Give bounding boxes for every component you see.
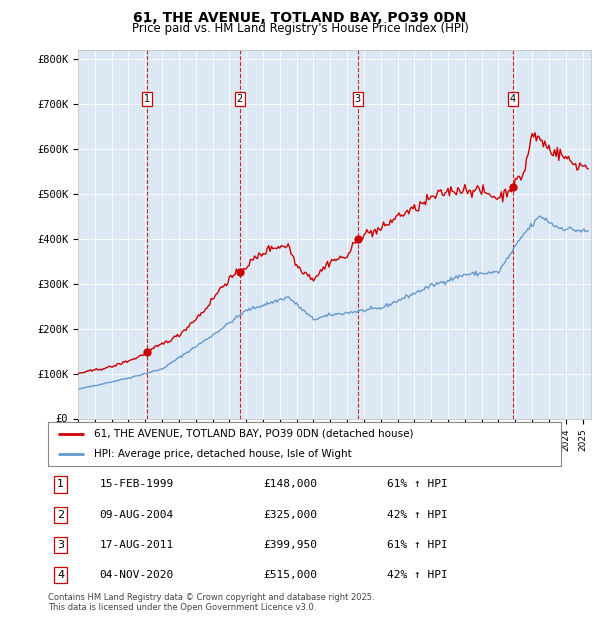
Text: Price paid vs. HM Land Registry's House Price Index (HPI): Price paid vs. HM Land Registry's House … <box>131 22 469 35</box>
Text: 61% ↑ HPI: 61% ↑ HPI <box>386 479 448 489</box>
Text: £515,000: £515,000 <box>263 570 317 580</box>
Text: 1: 1 <box>58 479 64 489</box>
Text: HPI: Average price, detached house, Isle of Wight: HPI: Average price, detached house, Isle… <box>94 449 352 459</box>
Text: This data is licensed under the Open Government Licence v3.0.: This data is licensed under the Open Gov… <box>48 603 316 612</box>
Text: 61, THE AVENUE, TOTLAND BAY, PO39 0DN: 61, THE AVENUE, TOTLAND BAY, PO39 0DN <box>133 11 467 25</box>
Text: 42% ↑ HPI: 42% ↑ HPI <box>386 510 448 520</box>
Text: 4: 4 <box>509 94 515 104</box>
Text: 2: 2 <box>57 510 64 520</box>
Text: 3: 3 <box>355 94 361 104</box>
Text: £325,000: £325,000 <box>263 510 317 520</box>
Text: 4: 4 <box>57 570 64 580</box>
Text: 3: 3 <box>58 540 64 550</box>
Text: 61, THE AVENUE, TOTLAND BAY, PO39 0DN (detached house): 61, THE AVENUE, TOTLAND BAY, PO39 0DN (d… <box>94 428 413 439</box>
Text: 04-NOV-2020: 04-NOV-2020 <box>100 570 173 580</box>
Text: 42% ↑ HPI: 42% ↑ HPI <box>386 570 448 580</box>
Text: Contains HM Land Registry data © Crown copyright and database right 2025.: Contains HM Land Registry data © Crown c… <box>48 593 374 602</box>
Text: 2: 2 <box>236 94 243 104</box>
Text: 17-AUG-2011: 17-AUG-2011 <box>100 540 173 550</box>
Text: 61% ↑ HPI: 61% ↑ HPI <box>386 540 448 550</box>
Text: 1: 1 <box>144 94 151 104</box>
Text: £399,950: £399,950 <box>263 540 317 550</box>
Text: 15-FEB-1999: 15-FEB-1999 <box>100 479 173 489</box>
Text: £148,000: £148,000 <box>263 479 317 489</box>
Text: 09-AUG-2004: 09-AUG-2004 <box>100 510 173 520</box>
